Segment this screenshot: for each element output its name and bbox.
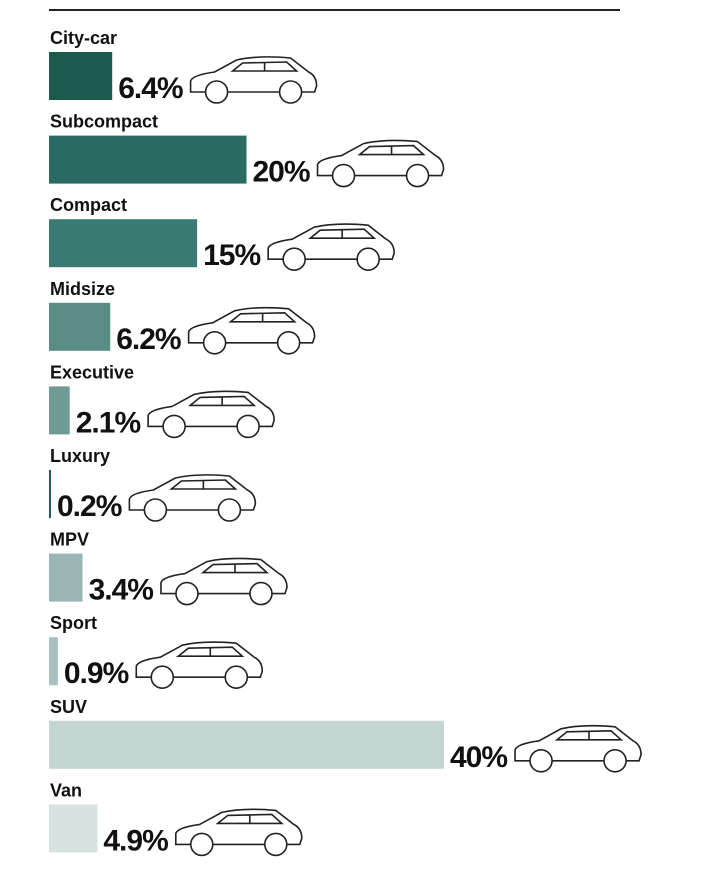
car-window	[187, 395, 257, 407]
car-icon	[174, 808, 303, 857]
car-wheel	[405, 163, 430, 188]
value-label: 2.1%	[76, 406, 141, 439]
car-window	[307, 228, 377, 239]
category-label: MPV	[50, 530, 89, 550]
car-window	[230, 61, 299, 72]
car-wheel	[331, 163, 356, 188]
value-label: 40%	[450, 741, 507, 774]
category-label: Subcompact	[50, 112, 158, 132]
value-label: 0.9%	[64, 657, 129, 690]
car-icon	[147, 390, 275, 439]
category-label: Midsize	[50, 279, 115, 299]
car-icon	[160, 557, 288, 606]
bar	[49, 219, 198, 268]
car-wheel	[356, 247, 380, 271]
bar	[49, 135, 247, 184]
car-wheel	[249, 581, 273, 606]
car-window	[169, 479, 238, 490]
car-window	[200, 562, 270, 574]
category-label: Sport	[50, 613, 97, 633]
car-wheel	[603, 748, 627, 773]
bar	[49, 302, 111, 351]
car-window	[554, 729, 624, 741]
category-label: SUV	[50, 697, 87, 717]
value-label: 3.4%	[89, 574, 154, 607]
car-icon	[514, 724, 642, 773]
car-wheel	[143, 498, 168, 522]
value-label: 15%	[203, 239, 260, 272]
value-label: 20%	[253, 156, 310, 189]
car-wheel	[224, 665, 249, 690]
bar	[49, 52, 113, 100]
car-window	[357, 144, 426, 156]
car-icon	[135, 641, 264, 690]
car-wheel	[175, 581, 199, 606]
bar	[49, 386, 70, 435]
bar	[49, 470, 51, 518]
car-icon	[316, 139, 445, 188]
category-label: City-car	[50, 28, 117, 48]
category-label: Van	[50, 780, 82, 800]
bar	[49, 553, 83, 602]
car-window	[215, 813, 284, 825]
car-wheel	[162, 414, 186, 439]
category-label: Luxury	[50, 446, 110, 466]
value-label: 4.9%	[103, 824, 168, 857]
car-wheel	[189, 832, 214, 857]
value-label: 6.2%	[116, 323, 181, 356]
car-icon	[267, 223, 395, 271]
car-icon	[187, 306, 316, 355]
value-label: 0.2%	[57, 490, 122, 523]
car-window	[175, 646, 245, 658]
car-wheel	[529, 748, 553, 773]
car-icon	[128, 474, 257, 522]
car-window	[228, 311, 297, 323]
bar	[49, 720, 444, 769]
car-wheel	[278, 80, 303, 104]
car-wheel	[204, 80, 229, 104]
car-wheel	[202, 330, 227, 355]
car-wheel	[263, 832, 288, 857]
car-wheel	[282, 247, 306, 271]
value-label: 6.4%	[118, 72, 183, 105]
car-wheel	[236, 414, 260, 439]
bar	[49, 637, 58, 686]
car-wheel	[150, 665, 175, 690]
category-label: Executive	[50, 362, 134, 382]
car-wheel	[276, 330, 301, 355]
car-icon	[189, 56, 318, 104]
bar	[49, 804, 98, 853]
car-wheel	[217, 498, 242, 522]
category-label: Compact	[50, 195, 127, 215]
